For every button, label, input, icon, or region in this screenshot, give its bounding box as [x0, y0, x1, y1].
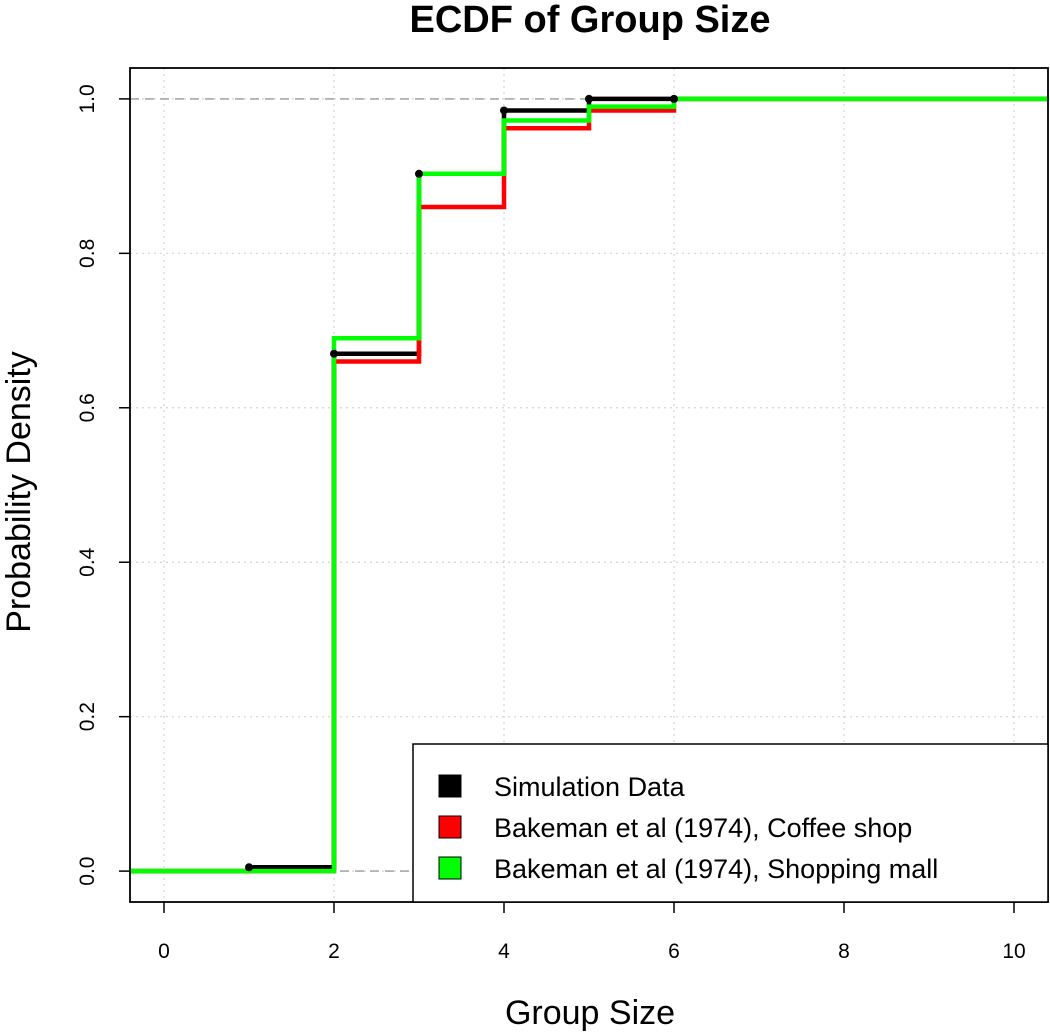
y-axis: 0.0 0.2 0.4 0.6 0.8 1.0 — [76, 84, 130, 886]
legend-label-2: Bakeman et al (1974), Shopping mall — [494, 854, 938, 884]
series-0-point-3 — [500, 106, 508, 115]
x-tick-label-5: 10 — [1002, 940, 1025, 963]
x-tick-label-3: 6 — [668, 940, 680, 963]
series-0-point-2 — [415, 169, 423, 178]
y-tick-label-1: 0.2 — [76, 702, 99, 731]
x-tick-label-0: 0 — [158, 940, 170, 963]
legend: Simulation Data Bakeman et al (1974), Cof… — [412, 743, 1049, 903]
x-tick-label-2: 4 — [498, 940, 510, 963]
y-tick-label-4: 0.8 — [76, 239, 99, 268]
x-axis-label: Group Size — [505, 994, 675, 1032]
legend-swatch-1 — [438, 815, 462, 839]
x-tick-label-1: 2 — [328, 940, 340, 963]
series-0-point-1 — [330, 349, 338, 358]
series-0-point-0 — [245, 863, 253, 872]
legend-swatch-0 — [438, 774, 462, 798]
series-line-2 — [130, 96, 1048, 874]
legend-label-0: Simulation Data — [494, 772, 686, 802]
y-tick-label-0: 0.0 — [76, 857, 99, 886]
legend-box — [412, 743, 1049, 903]
y-tick-label-3: 0.6 — [76, 393, 99, 422]
y-tick-label-2: 0.4 — [76, 547, 99, 577]
series-0-point-4 — [585, 94, 593, 103]
series-markers — [245, 94, 678, 872]
legend-swatch-2 — [438, 856, 462, 880]
legend-label-1: Bakeman et al (1974), Coffee shop — [494, 813, 912, 843]
x-tick-label-4: 8 — [838, 940, 850, 963]
series-0-point-5 — [670, 94, 678, 103]
y-tick-label-5: 1.0 — [76, 84, 99, 113]
x-axis: 0 2 4 6 8 10 — [158, 902, 1026, 963]
y-axis-label: Probability Density — [0, 351, 38, 633]
chart-title: ECDF of Group Size — [410, 0, 771, 41]
